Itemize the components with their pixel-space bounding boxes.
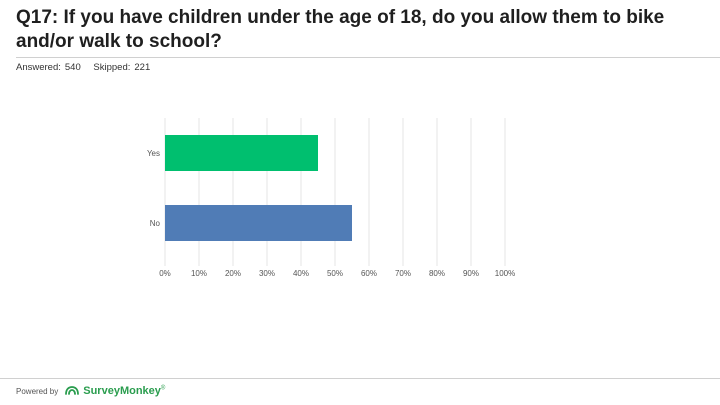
- powered-by-label: Powered by: [16, 386, 59, 396]
- question-title: Q17: If you have children under the age …: [16, 7, 665, 52]
- footer: Powered by SurveyMonkey®: [16, 385, 165, 397]
- bar-yes: [165, 135, 318, 171]
- answered-count: 540: [64, 62, 81, 73]
- header-divider: [16, 57, 720, 58]
- surveymonkey-logo-icon: [65, 386, 80, 395]
- footer-divider: [0, 378, 720, 379]
- response-stats: Answered: 540 Skipped: 221: [16, 62, 160, 73]
- x-tick-label: 80%: [429, 269, 445, 278]
- registered-mark: ®: [160, 385, 166, 392]
- category-label-yes: Yes: [147, 149, 160, 158]
- brand-name: SurveyMonkey®: [83, 385, 166, 397]
- x-tick-label: 40%: [293, 269, 309, 278]
- x-tick-label: 100%: [495, 269, 515, 278]
- bar-chart: 0% 10% 20% 30% 40% 50% 60% 70% 80% 90% 100% Yes No: [147, 118, 515, 278]
- x-tick-label: 90%: [463, 269, 479, 278]
- x-tick-label: 20%: [225, 269, 241, 278]
- skipped-label: Skipped:: [93, 62, 131, 73]
- x-tick-label: 50%: [327, 269, 343, 278]
- chart-x-axis: 0% 10% 20% 30% 40% 50% 60% 70% 80% 90% 100%: [159, 269, 515, 278]
- chart-bars: [165, 135, 352, 241]
- x-tick-label: 0%: [159, 269, 171, 278]
- chart-y-axis: Yes No: [147, 149, 161, 228]
- x-tick-label: 30%: [259, 269, 275, 278]
- x-tick-label: 10%: [191, 269, 207, 278]
- category-label-no: No: [150, 219, 161, 228]
- x-tick-label: 70%: [395, 269, 411, 278]
- answered-label: Answered:: [16, 62, 61, 73]
- bar-no: [165, 205, 352, 241]
- x-tick-label: 60%: [361, 269, 377, 278]
- skipped-count: 221: [134, 62, 151, 73]
